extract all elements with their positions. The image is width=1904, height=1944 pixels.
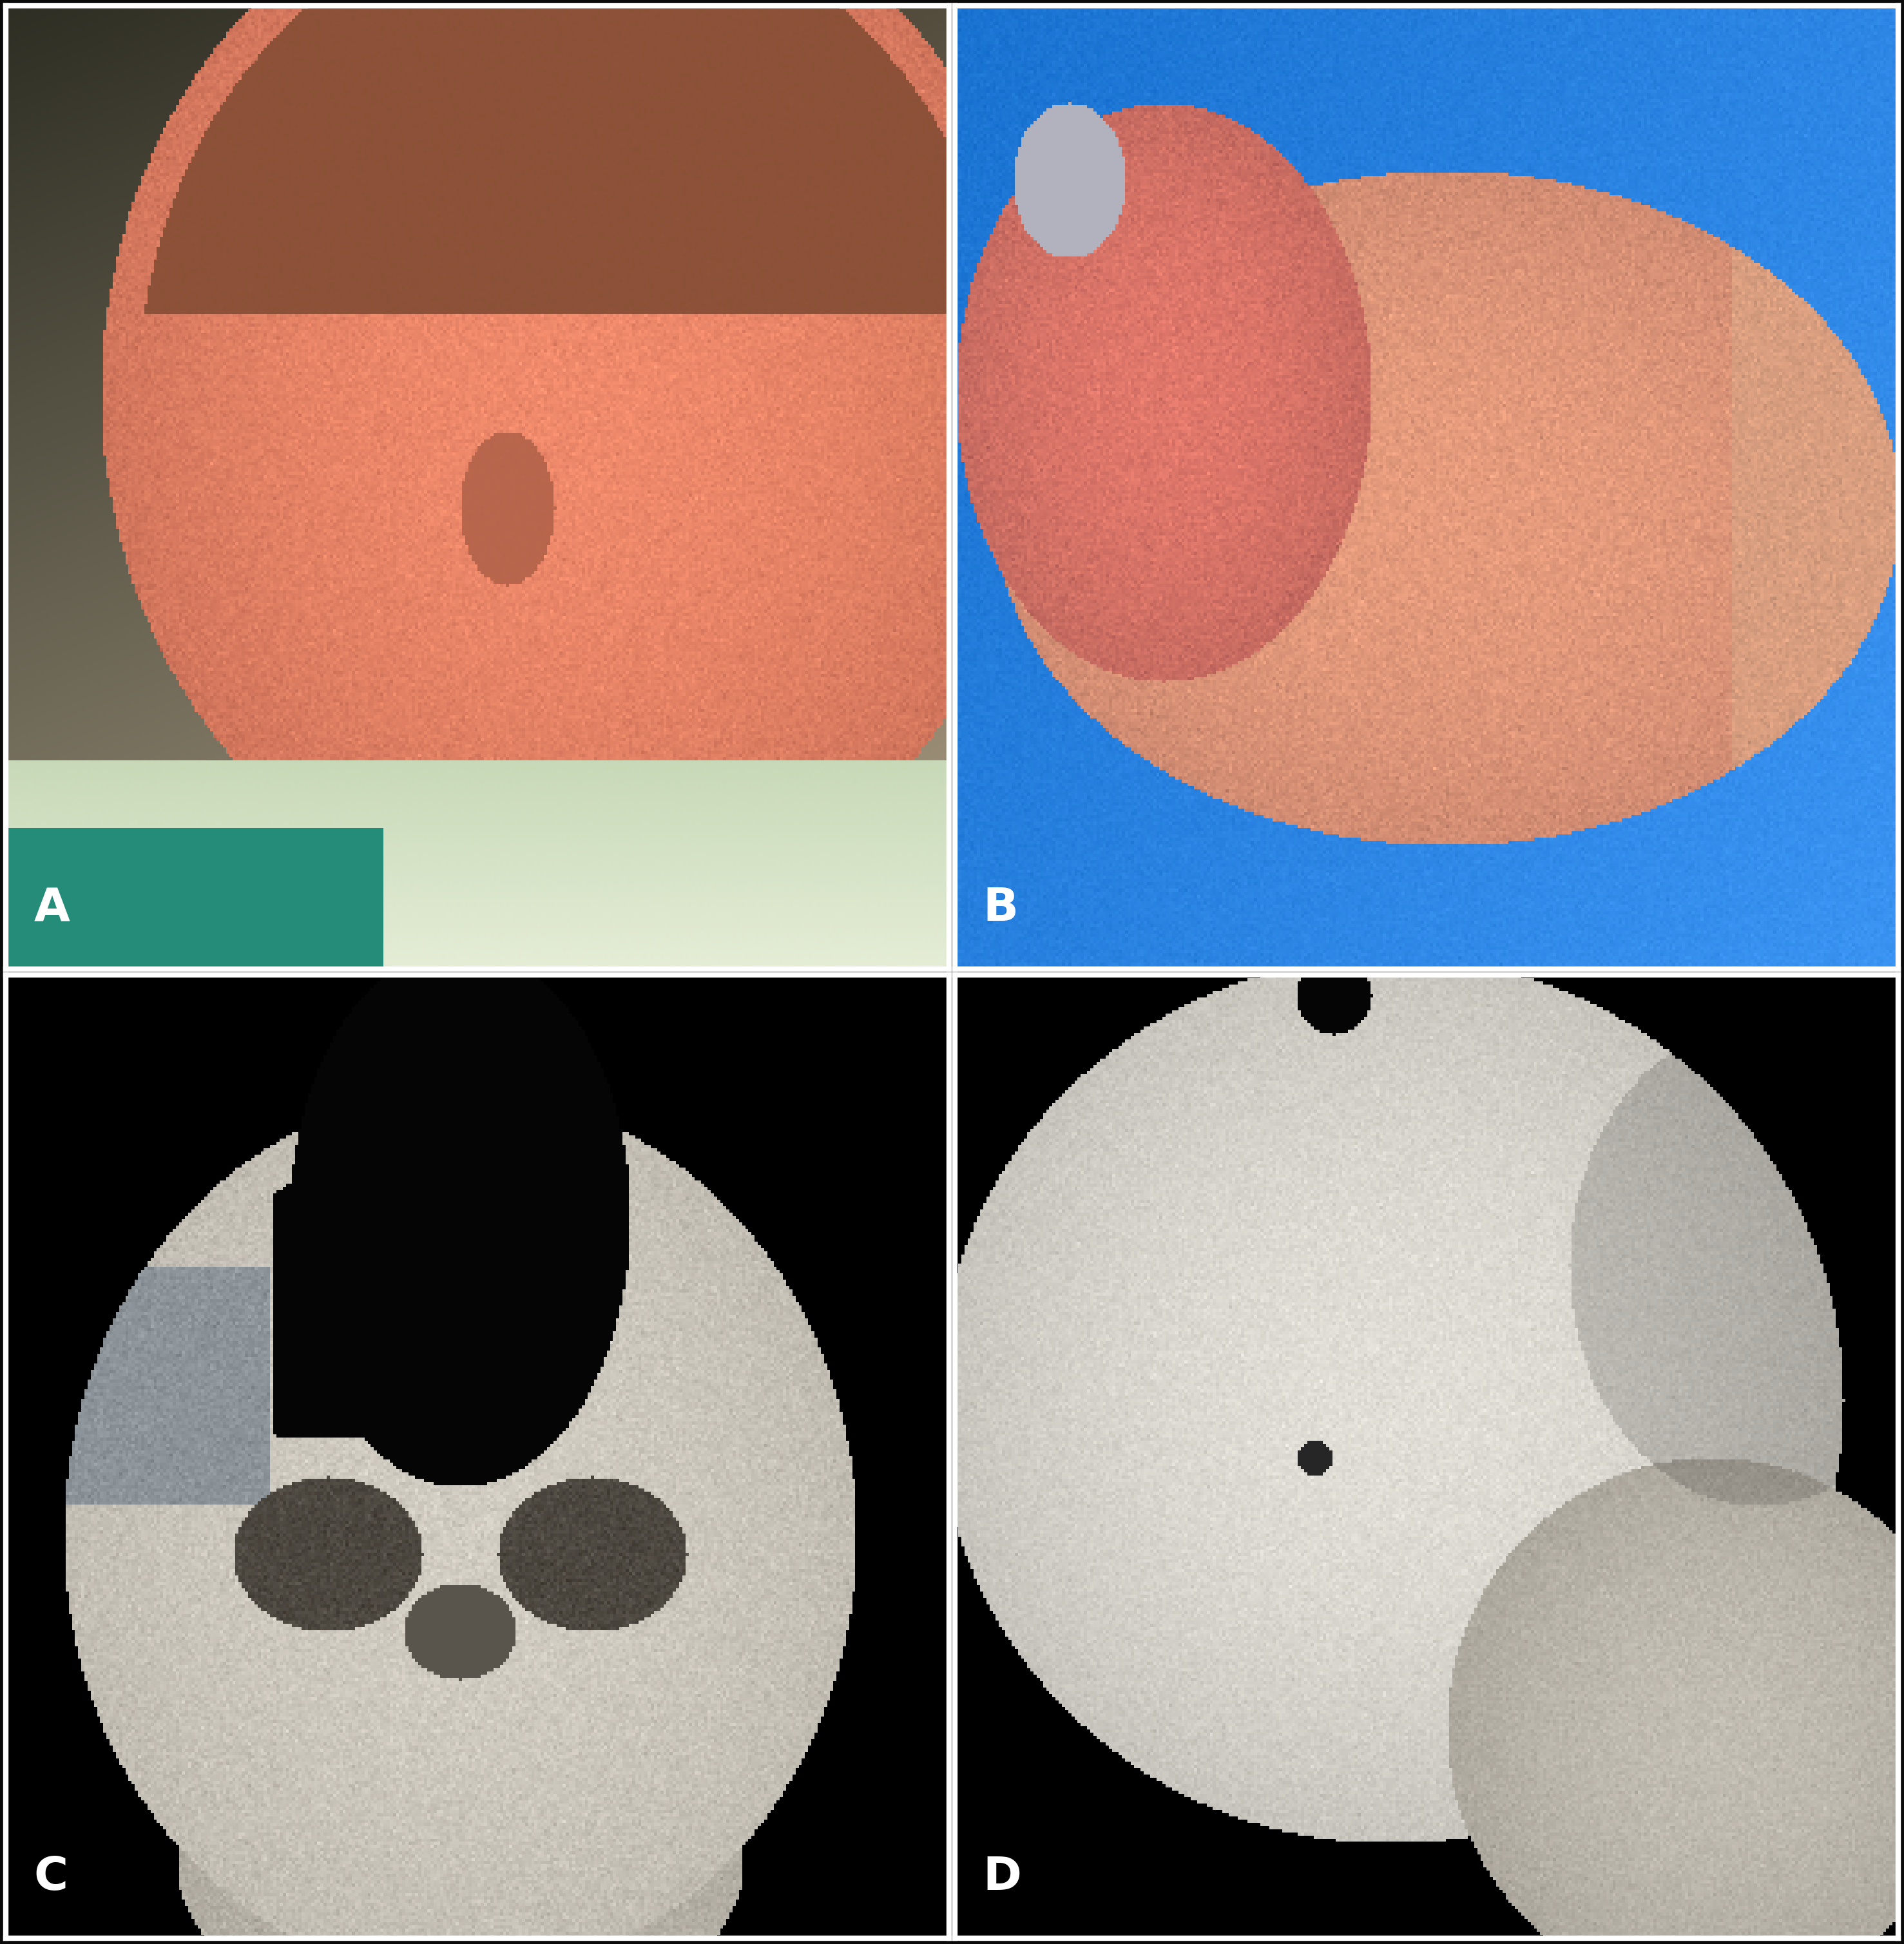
Text: D: D	[982, 1855, 1022, 1899]
Text: B: B	[982, 886, 1019, 931]
Text: C: C	[34, 1855, 69, 1899]
Text: A: A	[34, 886, 70, 931]
